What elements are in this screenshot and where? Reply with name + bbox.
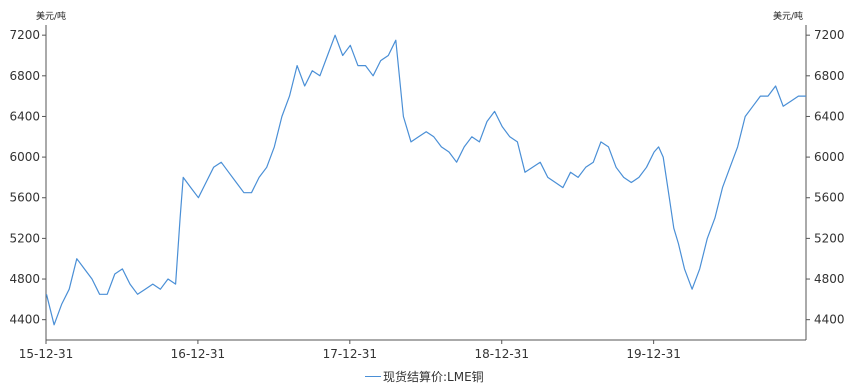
y-tick-label-left: 4800 (9, 272, 40, 286)
y-tick-label-left: 4400 (9, 313, 40, 327)
y-tick-label-left: 5200 (9, 231, 40, 245)
y-axis-unit-right: 美元/吨 (773, 12, 804, 22)
legend: 现货结算价:LME铜 (365, 368, 484, 385)
y-tick-label-right: 7200 (814, 28, 845, 42)
y-tick-label-left: 7200 (9, 28, 40, 42)
legend-swatch (365, 376, 381, 377)
series-line (45, 34, 806, 326)
x-tick-label: 18-12-31 (474, 347, 528, 361)
y-tick-label-left: 6000 (9, 150, 40, 164)
y-tick-label-left: 5600 (9, 191, 40, 205)
y-tick-label-right: 4400 (814, 313, 845, 327)
y-tick-label-right: 6400 (814, 109, 845, 123)
x-tick-label: 19-12-31 (626, 347, 680, 361)
x-tick-label: 15-12-31 (19, 347, 73, 361)
y-axis-unit-left: 美元/吨 (36, 12, 67, 22)
y-tick-label-right: 4800 (814, 272, 845, 286)
y-tick-label-right: 6000 (814, 150, 845, 164)
y-tick-label-left: 6400 (9, 109, 40, 123)
x-tick-label: 17-12-31 (323, 347, 377, 361)
y-tick-label-right: 5600 (814, 191, 845, 205)
y-tick-label-right: 6800 (814, 69, 845, 83)
y-tick-label-left: 6800 (9, 69, 40, 83)
x-tick-label: 16-12-31 (171, 347, 225, 361)
y-tick-label-right: 5200 (814, 231, 845, 245)
legend-label: 现货结算价:LME铜 (383, 370, 484, 384)
